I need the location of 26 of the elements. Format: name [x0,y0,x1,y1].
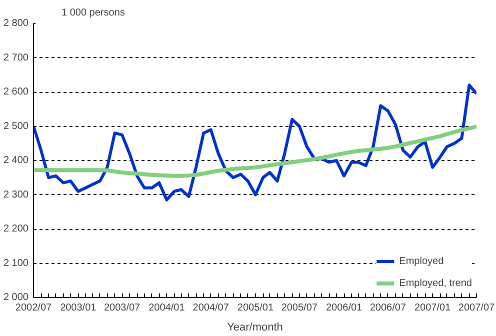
y-tick-label: 2 200 [3,224,29,234]
y-tick-label: 2 400 [3,155,29,166]
y-tick-label: 2 300 [3,189,29,200]
y-tick-label: 2 100 [3,258,29,269]
x-tick-label: 2007/07 [458,302,496,314]
y-tick-label: 2 500 [3,120,29,132]
line-series [34,124,476,178]
x-tick-label: 2004/01 [148,302,186,314]
x-tick-label: 2006/07 [370,302,406,314]
y-tick-label: 2 700 [3,52,29,64]
y-tick-label: 2 800 [3,18,29,29]
x-tick-label: 2005/07 [281,302,318,314]
x-tick-label: 2003/01 [60,302,97,314]
x-tick-label: 2005/01 [237,302,274,314]
legend-label: Employed, trend [399,278,472,288]
x-tick-label: 2003/07 [104,302,141,314]
line-series [34,84,476,202]
x-tick-label: 2002/07 [15,302,52,314]
legend-label: Employed [399,256,444,266]
y-axis-title: 1 000 persons [62,8,125,18]
x-tick-label: 2007/01 [414,302,452,314]
y-tick-label: 2 000 [3,292,29,303]
x-tick-label: 2004/07 [192,302,230,314]
x-tick-label: 2006/01 [326,302,363,314]
x-axis-title: Year/month [227,322,283,334]
y-tick-label: 2 600 [3,86,29,98]
